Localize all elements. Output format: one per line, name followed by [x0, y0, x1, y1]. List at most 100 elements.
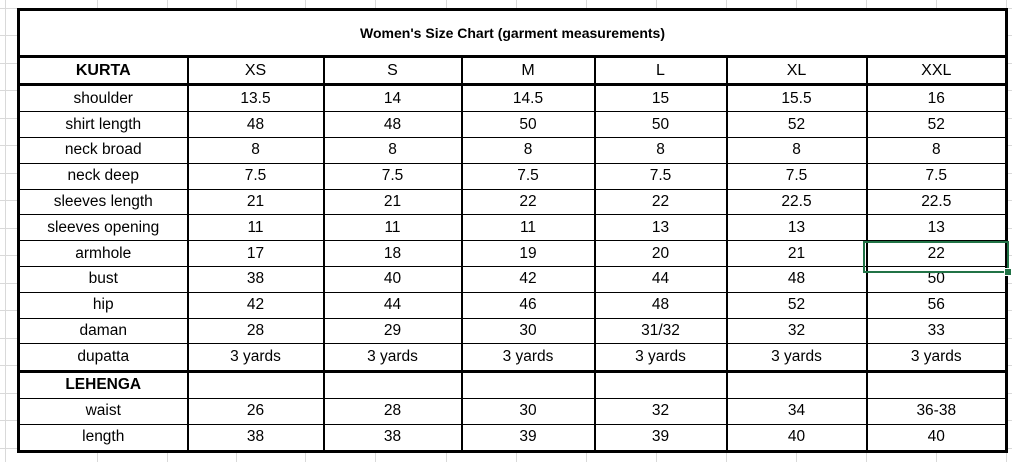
table-cell[interactable]: 8	[460, 136, 596, 164]
table-cell[interactable]: 48	[186, 111, 325, 138]
table-cell[interactable]: 28	[322, 397, 463, 425]
row-label[interactable]: armhole	[17, 240, 189, 268]
table-cell[interactable]: 32	[725, 317, 868, 345]
table-cell[interactable]	[725, 370, 868, 399]
row-label[interactable]: neck broad	[17, 136, 189, 164]
table-cell[interactable]: 31/32	[593, 317, 728, 345]
size-header-l[interactable]: L	[593, 56, 728, 86]
row-label[interactable]: waist	[17, 397, 189, 425]
table-cell[interactable]	[186, 370, 325, 399]
table-cell[interactable]: 22.5	[725, 188, 868, 216]
table-cell[interactable]: 36-38	[865, 397, 1008, 425]
table-cell[interactable]	[865, 370, 1008, 399]
table-cell[interactable]: 22	[460, 188, 596, 216]
row-label[interactable]: bust	[17, 266, 189, 293]
table-cell[interactable]: 11	[322, 214, 463, 242]
table-cell[interactable]: 3 yards	[186, 343, 325, 373]
table-cell[interactable]: 52	[865, 111, 1008, 138]
table-cell[interactable]	[460, 370, 596, 399]
table-cell[interactable]: 38	[322, 423, 463, 453]
table-cell[interactable]: 39	[593, 423, 728, 453]
table-cell[interactable]: 14.5	[460, 83, 596, 113]
table-cell[interactable]	[593, 370, 728, 399]
table-cell[interactable]: 40	[725, 423, 868, 453]
table-cell[interactable]: 8	[593, 136, 728, 164]
table-cell[interactable]: 7.5	[322, 162, 463, 190]
table-cell[interactable]: 20	[593, 240, 728, 268]
table-cell[interactable]	[322, 370, 463, 399]
row-label[interactable]: sleeves length	[17, 188, 189, 216]
table-cell[interactable]: 22.5	[865, 188, 1008, 216]
table-cell[interactable]: 18	[322, 240, 463, 268]
table-cell[interactable]: 13	[725, 214, 868, 242]
row-label[interactable]: sleeves opening	[17, 214, 189, 242]
row-label[interactable]: shoulder	[17, 83, 189, 113]
table-cell[interactable]: 29	[322, 317, 463, 345]
table-cell[interactable]: 44	[322, 291, 463, 319]
table-cell[interactable]: 7.5	[593, 162, 728, 190]
row-label[interactable]: dupatta	[17, 343, 189, 373]
table-cell[interactable]: 50	[593, 111, 728, 138]
row-label[interactable]: shirt length	[17, 111, 189, 138]
table-cell[interactable]: 7.5	[460, 162, 596, 190]
size-header-m[interactable]: M	[460, 56, 596, 86]
row-label[interactable]: daman	[17, 317, 189, 345]
table-cell[interactable]: 17	[186, 240, 325, 268]
table-cell[interactable]: 8	[186, 136, 325, 164]
table-cell[interactable]: 48	[725, 266, 868, 293]
table-cell[interactable]: 42	[460, 266, 596, 293]
table-cell[interactable]: 42	[186, 291, 325, 319]
table-cell[interactable]: 3 yards	[593, 343, 728, 373]
table-cell[interactable]: 56	[865, 291, 1008, 319]
chart-title-cell[interactable]: Women's Size Chart (garment measurements…	[18, 9, 1007, 58]
table-cell[interactable]: 7.5	[725, 162, 868, 190]
size-header-xxl[interactable]: XXL	[865, 56, 1008, 86]
table-cell[interactable]: 34	[725, 397, 868, 425]
table-cell[interactable]: 7.5	[186, 162, 325, 190]
table-cell[interactable]: 44	[593, 266, 728, 293]
table-cell[interactable]: 11	[186, 214, 325, 242]
table-cell[interactable]: 33	[865, 317, 1008, 345]
size-header-xs[interactable]: XS	[186, 56, 325, 86]
table-cell[interactable]: 30	[460, 397, 596, 425]
table-cell[interactable]: 3 yards	[460, 343, 596, 373]
table-cell[interactable]: 13	[593, 214, 728, 242]
table-cell[interactable]: 13	[865, 214, 1008, 242]
table-cell[interactable]: 38	[186, 266, 325, 293]
table-cell[interactable]: 11	[460, 214, 596, 242]
table-cell[interactable]: 3 yards	[865, 343, 1008, 373]
table-cell[interactable]: 7.5	[865, 162, 1008, 190]
table-cell[interactable]: 21	[186, 188, 325, 216]
table-cell[interactable]: 52	[725, 291, 868, 319]
table-cell[interactable]: 8	[865, 136, 1008, 164]
table-cell[interactable]: 40	[865, 423, 1008, 453]
table-cell[interactable]: 21	[322, 188, 463, 216]
table-cell[interactable]: 19	[460, 240, 596, 268]
table-cell[interactable]: 21	[725, 240, 868, 268]
table-cell[interactable]: 3 yards	[725, 343, 868, 373]
fill-handle[interactable]	[1004, 268, 1012, 276]
table-cell[interactable]: 26	[186, 397, 325, 425]
table-cell[interactable]: 50	[865, 266, 1008, 293]
table-cell[interactable]: 50	[460, 111, 596, 138]
table-cell[interactable]: 48	[593, 291, 728, 319]
table-cell[interactable]: 40	[322, 266, 463, 293]
table-cell[interactable]: 32	[593, 397, 728, 425]
size-header-s[interactable]: S	[322, 56, 463, 86]
table-cell[interactable]: 46	[460, 291, 596, 319]
size-header-xl[interactable]: XL	[725, 56, 868, 86]
table-cell[interactable]: 15.5	[725, 83, 868, 113]
table-cell[interactable]: 52	[725, 111, 868, 138]
table-cell[interactable]: 13.5	[186, 83, 325, 113]
table-cell[interactable]: 22	[593, 188, 728, 216]
table-cell[interactable]: 8	[725, 136, 868, 164]
table-cell[interactable]: 30	[460, 317, 596, 345]
row-label[interactable]: hip	[17, 291, 189, 319]
section-header-kurta[interactable]: KURTA	[17, 56, 189, 86]
table-cell[interactable]: 28	[186, 317, 325, 345]
table-cell[interactable]: 3 yards	[322, 343, 463, 373]
table-cell[interactable]: 48	[322, 111, 463, 138]
table-cell[interactable]: 8	[322, 136, 463, 164]
table-cell[interactable]: 16	[865, 83, 1008, 113]
selected-cell-outline[interactable]	[863, 241, 1012, 276]
